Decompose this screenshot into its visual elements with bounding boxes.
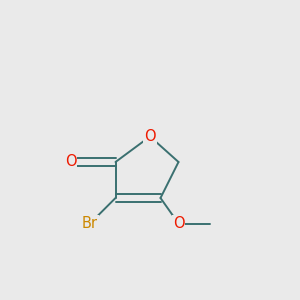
Text: O: O [173,216,184,231]
Text: O: O [144,129,156,144]
Text: O: O [65,154,76,169]
Text: Br: Br [82,216,98,231]
